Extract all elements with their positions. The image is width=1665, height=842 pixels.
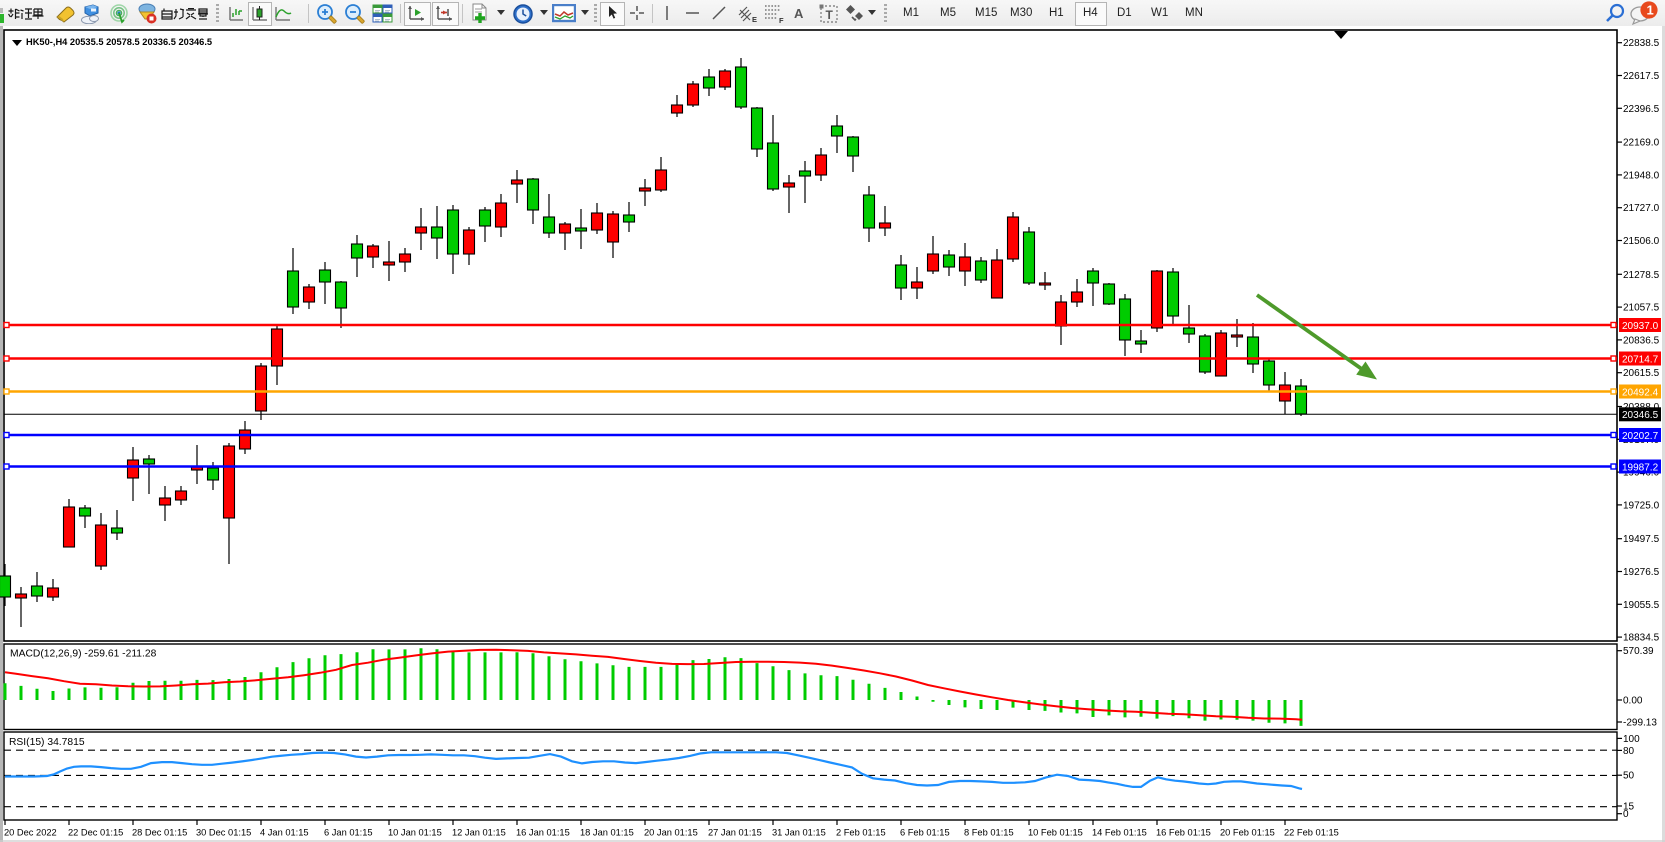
svg-text:80: 80 [1623,746,1635,757]
svg-text:12 Jan 01:15: 12 Jan 01:15 [452,828,506,838]
svg-text:20202.7: 20202.7 [1622,431,1659,442]
svg-text:19497.5: 19497.5 [1623,534,1660,545]
svg-text:21278.5: 21278.5 [1623,270,1660,281]
svg-text:21948.0: 21948.0 [1623,170,1660,181]
svg-text:10 Feb 01:15: 10 Feb 01:15 [1028,828,1083,838]
svg-text:20937.0: 20937.0 [1622,321,1659,332]
svg-text:0: 0 [1623,809,1629,820]
svg-text:16 Feb 01:15: 16 Feb 01:15 [1156,828,1211,838]
svg-text:6 Feb 01:15: 6 Feb 01:15 [900,828,950,838]
svg-text:16 Jan 01:15: 16 Jan 01:15 [516,828,570,838]
svg-text:15: 15 [1623,802,1635,813]
svg-text:-299.13: -299.13 [1623,718,1657,729]
svg-text:19055.5: 19055.5 [1623,600,1660,611]
svg-text:19725.0: 19725.0 [1623,500,1660,511]
svg-text:20615.5: 20615.5 [1623,368,1660,379]
svg-text:F: F [779,16,784,24]
svg-text:31 Jan 01:15: 31 Jan 01:15 [772,828,826,838]
svg-text:RSI(15) 34.7815: RSI(15) 34.7815 [9,737,85,748]
svg-text:14 Feb 01:15: 14 Feb 01:15 [1092,828,1147,838]
svg-text:8 Feb 01:15: 8 Feb 01:15 [964,828,1014,838]
svg-text:22838.5: 22838.5 [1623,38,1660,49]
svg-text:0.00: 0.00 [1623,696,1643,707]
svg-text:28 Dec 01:15: 28 Dec 01:15 [132,828,187,838]
svg-text:20492.4: 20492.4 [1622,387,1659,398]
svg-text:18 Jan 01:15: 18 Jan 01:15 [580,828,634,838]
svg-text:1: 1 [1647,3,1654,18]
svg-text:21506.0: 21506.0 [1623,236,1660,247]
svg-text:6 Jan 01:15: 6 Jan 01:15 [324,828,373,838]
svg-text:30 Dec 01:15: 30 Dec 01:15 [196,828,251,838]
svg-text:22 Feb 01:15: 22 Feb 01:15 [1284,828,1339,838]
svg-text:MACD(12,26,9) -259.61 -211.28: MACD(12,26,9) -259.61 -211.28 [10,649,157,660]
svg-text:19276.5: 19276.5 [1623,567,1660,578]
svg-text:100: 100 [1623,734,1640,745]
svg-text:22 Dec 01:15: 22 Dec 01:15 [68,828,123,838]
svg-text:20 Feb 01:15: 20 Feb 01:15 [1220,828,1275,838]
svg-text:50: 50 [1623,771,1635,782]
svg-text:22169.0: 22169.0 [1623,138,1660,149]
svg-text:21727.0: 21727.0 [1623,203,1660,214]
svg-text:T: T [826,8,834,22]
svg-text:27 Jan 01:15: 27 Jan 01:15 [708,828,762,838]
svg-text:20346.5: 20346.5 [1622,410,1659,421]
svg-text:21057.5: 21057.5 [1623,303,1660,314]
svg-text:20 Dec 2022: 20 Dec 2022 [4,828,57,838]
svg-text:2 Feb 01:15: 2 Feb 01:15 [836,828,886,838]
svg-text:HK50-,H4 20535.5 20578.5 2033: HK50-,H4 20535.5 20578.5 20336.5 20346.5 [26,37,212,47]
svg-text:22396.5: 22396.5 [1623,104,1660,115]
svg-text:4 Jan 01:15: 4 Jan 01:15 [260,828,309,838]
svg-text:20714.7: 20714.7 [1622,354,1659,365]
svg-text:570.39: 570.39 [1623,646,1654,657]
svg-text:18834.5: 18834.5 [1623,633,1660,644]
svg-text:E: E [752,15,757,24]
svg-text:20836.5: 20836.5 [1623,335,1660,346]
svg-text:22617.5: 22617.5 [1623,71,1660,82]
svg-text:19987.2: 19987.2 [1622,462,1659,473]
svg-text:10 Jan 01:15: 10 Jan 01:15 [388,828,442,838]
svg-text:20 Jan 01:15: 20 Jan 01:15 [644,828,698,838]
